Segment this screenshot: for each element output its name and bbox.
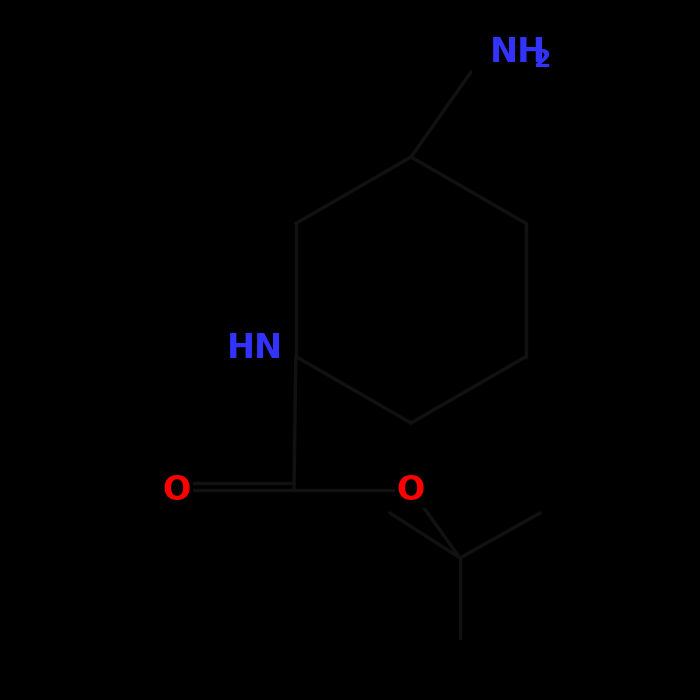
Text: O: O (163, 473, 191, 507)
Text: O: O (397, 473, 425, 507)
Text: HN: HN (227, 332, 283, 365)
Text: 2: 2 (534, 48, 552, 72)
Text: NH: NH (490, 36, 546, 69)
